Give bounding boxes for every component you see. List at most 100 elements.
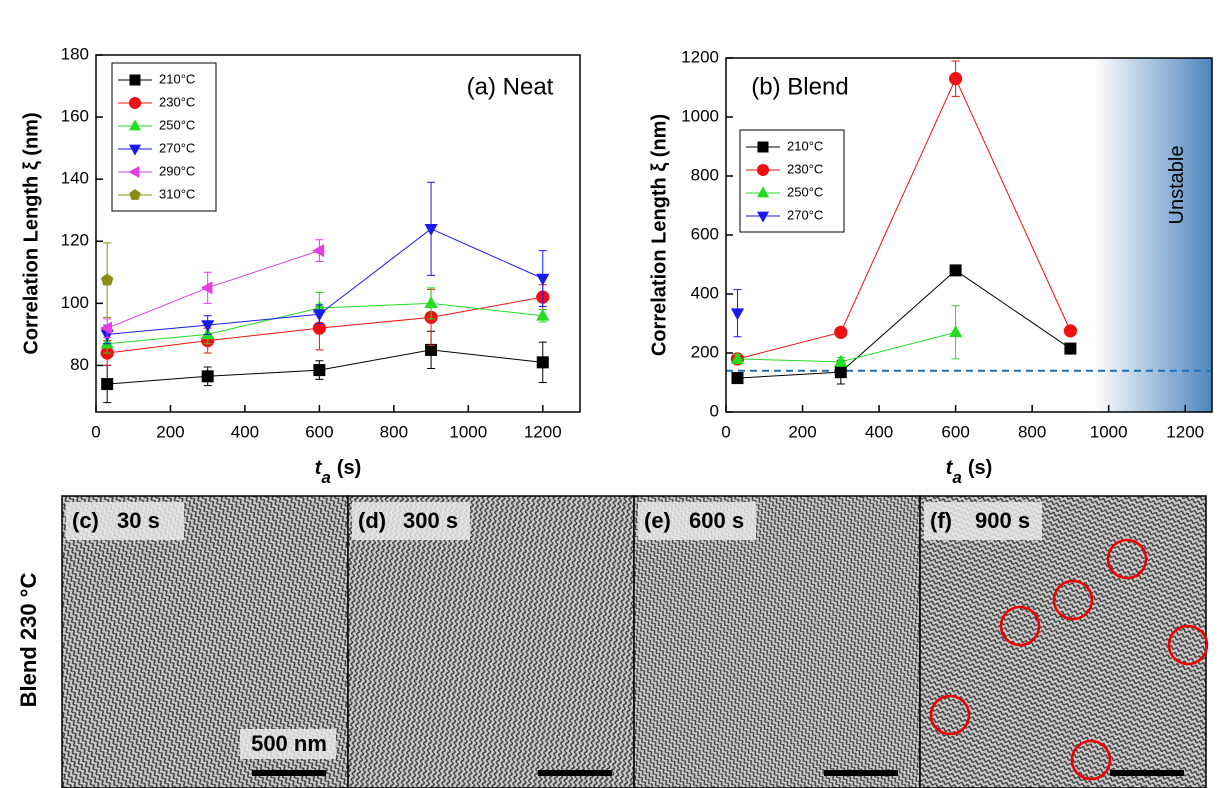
data-point [312,321,326,335]
data-point [536,273,550,286]
legend-marker [129,188,141,200]
x-tick-label: 1200 [1166,422,1204,441]
data-point [101,378,114,391]
legend-label: 250°C [787,184,823,199]
legend-label: 210°C [159,71,195,86]
data-point [425,343,438,356]
data-point [834,366,847,379]
data-point [730,308,745,321]
x-axis-label-part: (s) [337,457,361,479]
legend-label: 310°C [159,186,195,201]
scale-backdrop [240,729,336,759]
data-point [201,320,215,333]
y-tick-label: 1000 [681,106,719,125]
x-axis-label-part: a [321,468,330,487]
y-tick-label: 600 [691,224,719,243]
y-tick-label: 200 [691,342,719,361]
y-tick-label: 180 [61,44,89,63]
legend-label: 270°C [159,140,195,155]
defect-circle [1106,538,1148,580]
y-tick-label: 1200 [681,47,719,66]
data-point [312,243,325,258]
micrographs: Blend 230 °C (c) 30 s (d) 300 s (e) 600 s (f) 90… [16,495,1209,788]
defect-circle [1167,624,1209,666]
legend-marker [756,163,770,177]
data-point [536,308,550,321]
data-point [1064,342,1077,355]
legend-label: 290°C [159,163,195,178]
data-point [949,325,963,338]
x-tick-label: 0 [91,422,100,441]
x-tick-label: 1200 [524,422,562,441]
defect-circle [999,605,1041,647]
y-tick-label: 160 [61,107,89,126]
data-point [100,273,114,286]
x-axis-label: ta (s) [315,457,362,487]
data-point [200,281,213,295]
legend-label: 230°C [787,161,823,176]
defect-circle [1052,579,1094,621]
legend-marker [756,211,770,223]
y-tick-label: 80 [70,355,89,374]
micrograph [919,495,1207,788]
legend-box [111,62,217,212]
panel-title: (b) Blend [751,73,848,100]
data-point [949,72,963,86]
panel-time: 600 s [689,508,744,533]
data-point [834,325,848,339]
legend-marker [757,141,769,153]
x-tick-label: 400 [231,422,259,441]
legend-marker [128,96,142,110]
legend-marker [129,74,141,86]
x-tick-label: 400 [865,422,893,441]
data-point [834,354,848,367]
micrograph [633,495,921,788]
x-axis-label: ta (s) [946,457,993,487]
legend-label: 210°C [787,138,823,153]
label-backdrop [638,502,756,540]
x-tick-label: 200 [788,422,816,441]
legend-marker [128,165,140,179]
data-point [730,351,745,364]
panel-time: 30 s [117,508,160,533]
data-point [424,224,438,237]
series-line [107,228,543,335]
unstable-region [1093,58,1212,412]
data-point [949,264,962,277]
data-point [536,356,549,369]
data-point [312,309,326,322]
panel-label: (d) [358,508,386,533]
legend-label: 270°C [787,207,823,222]
label-backdrop [66,502,184,540]
x-tick-label: 200 [156,422,184,441]
side-label: Blend 230 °C [16,573,41,708]
x-tick-label: 1000 [1090,422,1128,441]
panel-label: (f) [930,508,952,533]
x-tick-label: 600 [941,422,969,441]
y-tick-label: 0 [710,401,719,420]
y-tick-label: 140 [61,169,89,188]
scale-label: 500 nm [251,731,327,756]
legend-marker [756,186,770,198]
data-point [731,372,744,385]
x-tick-label: 600 [305,422,333,441]
legend-label: 250°C [159,117,195,132]
plot-frame [95,54,581,413]
data-point [424,296,438,309]
panel-label: (e) [644,508,671,533]
region-label: Unstable [1166,146,1188,225]
series-line [106,250,320,329]
defect-circle [1070,739,1112,781]
series-line [737,269,1071,379]
data-point [201,370,214,383]
y-axis-label: Correlation Length ξ (nm) [20,112,42,354]
legend-label: 230°C [159,94,195,109]
y-tick-label: 800 [691,165,719,184]
panel-time: 900 s [975,508,1030,533]
data-point [1063,324,1078,338]
defect-circle [929,694,971,736]
x-axis-label-part: t [315,457,323,479]
x-tick-label: 0 [721,422,730,441]
